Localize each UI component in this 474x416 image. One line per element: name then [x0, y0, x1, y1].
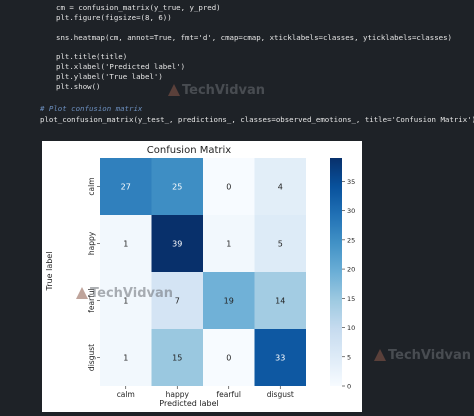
colorbar-tick-label: 0 [347, 383, 351, 391]
heatmap-cell [254, 158, 306, 215]
code-line: cm = confusion_matrix(y_true, y_pred) [56, 3, 221, 12]
heatmap-cell [151, 329, 203, 386]
colorbar-tick-label: 20 [347, 266, 355, 274]
code-line: plt.show() [56, 82, 101, 91]
code-comment: # Plot confusion matrix [40, 104, 143, 113]
y-axis-label: True label [45, 252, 54, 292]
code-line: plt.figure(figsize=(8, 6)) [56, 13, 172, 22]
heatmap-cell [203, 329, 255, 386]
code-line: sns.heatmap(cm, annot=True, fmt='d', cma… [56, 33, 453, 42]
heatmap-cell [203, 158, 255, 215]
cell-value-label: 7 [175, 297, 180, 306]
colorbar-tick-label: 30 [347, 207, 355, 215]
cell-value-label: 4 [278, 183, 283, 192]
colorbar-tick-label: 35 [347, 178, 355, 186]
heatmap-cell [100, 272, 152, 329]
cell-value-label: 5 [278, 240, 283, 249]
code-line: plt.title(title) [56, 52, 128, 61]
cell-value-label: 1 [123, 354, 128, 363]
x-tick-label: disgust [267, 390, 294, 399]
cell-value-label: 1 [123, 240, 128, 249]
colorbar-tick-label: 25 [347, 236, 355, 244]
heatmap-cell [151, 215, 203, 272]
cell-value-label: 1 [226, 240, 231, 249]
x-tick-label: calm [117, 390, 135, 399]
y-tick-label: happy [87, 231, 96, 255]
watermark-logo-icon [168, 84, 180, 96]
colorbar [330, 158, 342, 386]
heatmap-cell [254, 329, 306, 386]
cell-value-label: 33 [275, 354, 285, 363]
heatmap-cell [100, 215, 152, 272]
x-tick-label: happy [166, 390, 190, 399]
heatmap-chart: Confusion Matrix 27 25 0 41 39 1 51 7 19 141 15 0 33… [45, 145, 355, 408]
heatmap-cell [151, 272, 203, 329]
code-line: plt.xlabel('Predicted label') [56, 62, 186, 71]
x-axis-label: Predicted label [159, 399, 218, 408]
colorbar-tick-label: 15 [347, 295, 355, 303]
cell-value-label: 15 [172, 354, 182, 363]
cell-value-label: 0 [226, 354, 231, 363]
cell-value-label: 39 [172, 240, 182, 249]
chart-title: Confusion Matrix [147, 145, 231, 156]
heatmap-cell [254, 272, 306, 329]
y-tick-label: calm [87, 177, 96, 195]
watermark-logo-icon [374, 349, 386, 361]
cell-value-label: 19 [224, 297, 234, 306]
heatmap-cell [100, 329, 152, 386]
watermark: TechVidvan [76, 286, 173, 301]
watermark: TechVidvan [168, 83, 265, 98]
heatmap-cell [203, 215, 255, 272]
watermark-logo-icon [76, 287, 88, 299]
heatmap-cell [254, 215, 306, 272]
heatmap-cell [203, 272, 255, 329]
y-tick-label: disgust [87, 344, 96, 371]
colorbar-tick-label: 5 [347, 353, 351, 361]
code-line: plt.ylabel('True label') [56, 72, 163, 81]
heatmap-cell [151, 158, 203, 215]
cell-value-label: 27 [121, 183, 131, 192]
cell-value-label: 0 [226, 183, 231, 192]
watermark: TechVidvan [374, 348, 471, 363]
code-editor[interactable]: cm = confusion_matrix(y_true, y_pred) pl… [0, 0, 474, 138]
cell-value-label: 25 [172, 183, 182, 192]
heatmap-cell [100, 158, 152, 215]
code-line: plot_confusion_matrix(y_test_, predictio… [40, 115, 474, 124]
colorbar-tick-label: 10 [347, 324, 355, 332]
cell-value-label: 1 [123, 297, 128, 306]
y-tick-label: fearful [87, 288, 96, 312]
cell-value-label: 14 [275, 297, 285, 306]
confusion-matrix-figure: Confusion Matrix 27 25 0 4 1 39 1 5 1 7 19 14 1 15 0 33… [42, 141, 362, 412]
x-tick-label: fearful [217, 390, 241, 399]
